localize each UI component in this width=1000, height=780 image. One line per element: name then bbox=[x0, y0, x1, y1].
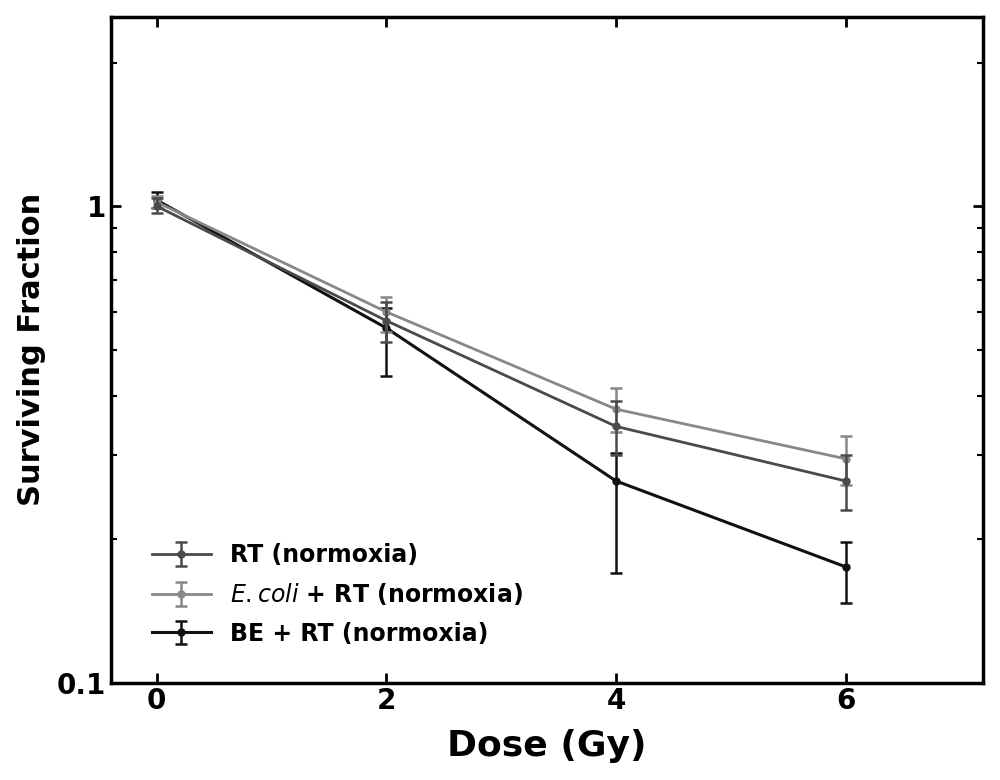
Legend: RT (normoxia), $\it{E. coli}$ + RT (normoxia), BE + RT (normoxia): RT (normoxia), $\it{E. coli}$ + RT (norm… bbox=[140, 531, 534, 658]
Y-axis label: Surviving Fraction: Surviving Fraction bbox=[17, 193, 46, 506]
X-axis label: Dose (Gy): Dose (Gy) bbox=[447, 729, 647, 764]
